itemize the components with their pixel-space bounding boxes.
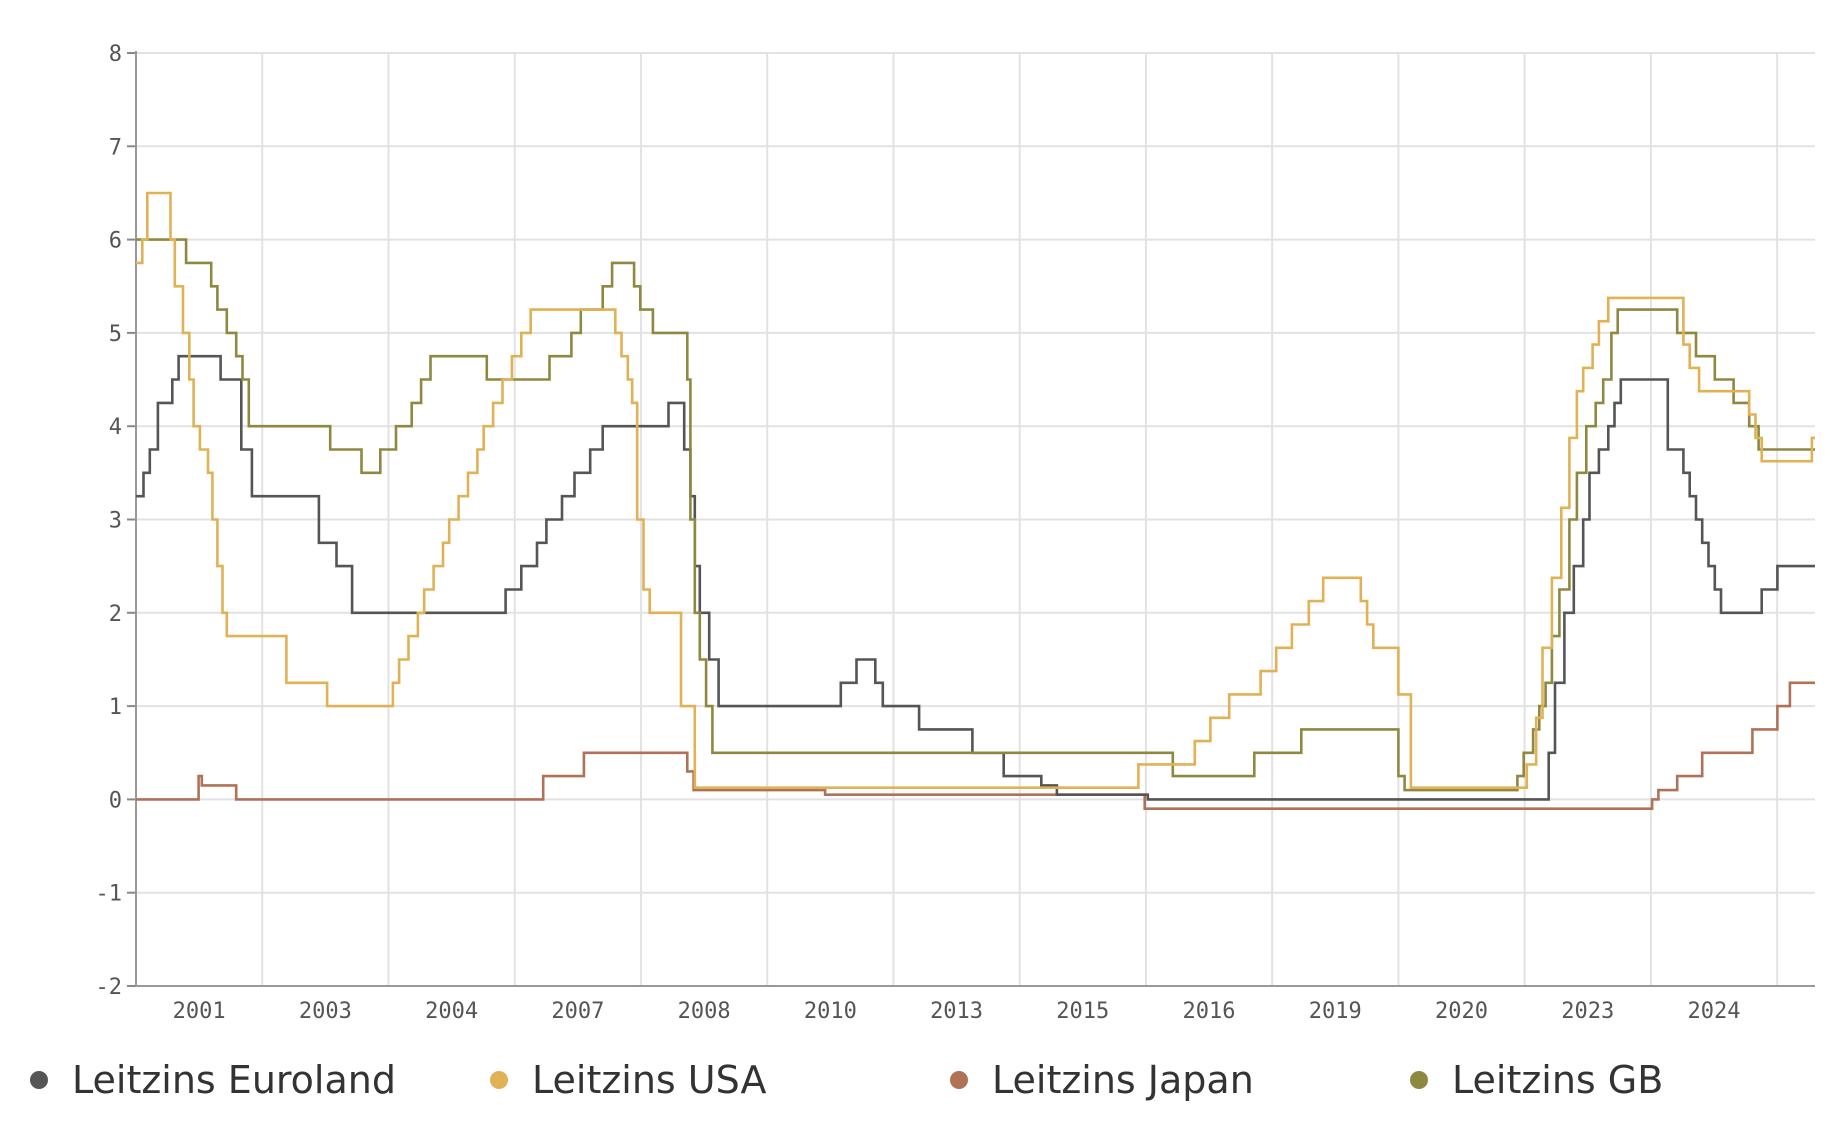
y-tick-label: 4 [109, 415, 122, 440]
x-tick-label: 2001 [173, 999, 226, 1024]
x-tick-label: 2008 [678, 999, 731, 1024]
series-line-usa [136, 191, 1815, 789]
x-tick-label: 2004 [425, 999, 478, 1024]
y-tick-label: -1 [96, 882, 123, 907]
x-tick-label: 2007 [551, 999, 604, 1024]
axis-layer: 8 7 6 5 4 3 2 1 0 -1 -2 2001 2003 2004 2007 2008 2010 201… [96, 42, 1815, 1024]
x-tick-label: 2024 [1688, 999, 1741, 1024]
y-tick-label: 8 [109, 42, 122, 67]
y-tick-label: -2 [96, 975, 123, 1000]
legend-item-japan[interactable]: Leitzins Japan [950, 1058, 1254, 1102]
y-tick-label: 3 [109, 509, 122, 534]
series-line-japan [136, 681, 1815, 810]
legend-dot-euroland [30, 1071, 48, 1089]
legend-dot-usa [490, 1071, 508, 1089]
legend-label-euroland: Leitzins Euroland [72, 1058, 396, 1102]
y-tick-label: 1 [109, 695, 122, 720]
series-line-euroland [136, 354, 1815, 801]
y-tick-label: 7 [109, 135, 122, 160]
legend-label-gb: Leitzins GB [1452, 1058, 1664, 1102]
series-layer [136, 191, 1815, 810]
chart-legend: Leitzins Euroland Leitzins USA Leitzins … [0, 1058, 1844, 1128]
legend-item-gb[interactable]: Leitzins GB [1410, 1058, 1663, 1102]
legend-label-usa: Leitzins USA [532, 1058, 767, 1102]
legend-item-euroland[interactable]: Leitzins Euroland [30, 1058, 396, 1102]
y-tick-label: 5 [109, 322, 122, 347]
x-tick-label: 2016 [1183, 999, 1236, 1024]
x-tick-label: 2003 [299, 999, 352, 1024]
y-tick-label: 0 [109, 788, 122, 813]
x-tick-label: 2020 [1435, 999, 1488, 1024]
legend-dot-japan [950, 1071, 968, 1089]
x-tick-label: 2010 [804, 999, 857, 1024]
y-tick-label: 2 [109, 602, 122, 627]
x-tick-label: 2015 [1056, 999, 1109, 1024]
legend-label-japan: Leitzins Japan [992, 1058, 1254, 1102]
x-tick-label: 2023 [1561, 999, 1614, 1024]
x-tick-label: 2013 [930, 999, 983, 1024]
series-line-gb [136, 238, 1815, 792]
x-tick-label: 2019 [1309, 999, 1362, 1024]
legend-dot-gb [1410, 1071, 1428, 1089]
y-tick-label: 6 [109, 229, 122, 254]
legend-item-usa[interactable]: Leitzins USA [490, 1058, 766, 1102]
leitzins-line-chart: 8 7 6 5 4 3 2 1 0 -1 -2 2001 2003 2004 2007 2008 2010 201… [96, 42, 1815, 1024]
grid-layer [135, 52, 1815, 987]
